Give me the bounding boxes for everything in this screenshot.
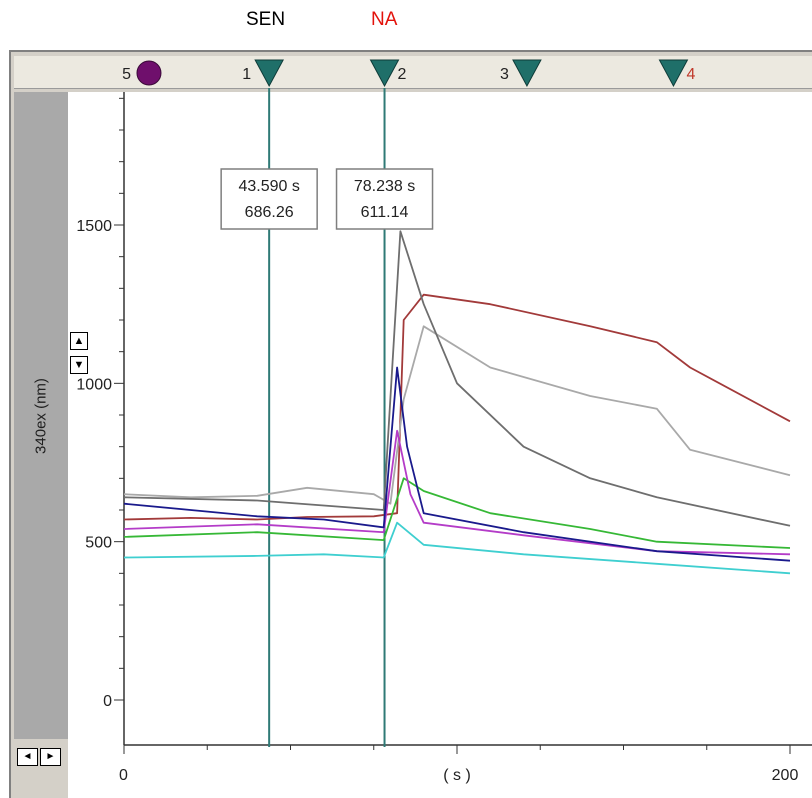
scroll-right-button[interactable]: ► [40, 748, 61, 766]
readout-time: 78.238 s [354, 178, 415, 195]
x-tick-label: 0 [119, 767, 128, 784]
marker-label-5: 5 [122, 66, 131, 83]
marker-triangle-1[interactable] [254, 59, 284, 88]
marker-label-2: 2 [398, 66, 407, 83]
marker-label-1: 1 [242, 66, 251, 83]
marker-label-3: 3 [500, 66, 509, 83]
readout-value: 611.14 [361, 204, 409, 221]
scroll-buttons: ◄ ► [17, 748, 61, 766]
readout-frame [220, 168, 318, 230]
series-line-1 [123, 293, 791, 521]
y-scale-down-button[interactable]: ▼ [70, 356, 88, 374]
marker-label-4: 4 [686, 66, 695, 83]
plot-area[interactable] [68, 92, 812, 798]
series-line-2 [123, 325, 791, 505]
y-tick-label: 0 [103, 693, 112, 710]
y-axis-panel [14, 92, 68, 739]
scroll-left-button[interactable]: ◄ [17, 748, 38, 766]
series-line-5 [123, 429, 791, 556]
annotation-sen: SEN [246, 9, 286, 30]
y-scale-up-button[interactable]: ▲ [70, 332, 88, 350]
y-tick-label: 500 [85, 535, 112, 552]
x-axis-label: ( s ) [443, 767, 471, 784]
marker-triangle-3[interactable] [512, 59, 542, 88]
marker-triangle-4[interactable] [658, 59, 689, 88]
cursor-readout-1: 43.590 s 686.26 [220, 168, 318, 230]
series-line-7 [123, 521, 791, 575]
marker-triangle-2[interactable] [369, 59, 400, 88]
y-tick-label: 1500 [76, 218, 112, 235]
series-line-6 [123, 366, 791, 562]
y-tick-label: 1000 [76, 376, 112, 393]
readout-frame [335, 168, 434, 230]
readout-value: 686.26 [245, 204, 294, 221]
marker-circle-5[interactable] [136, 60, 162, 86]
series-line-4 [123, 477, 791, 549]
x-tick-label: 200 [772, 767, 799, 784]
series-line-3 [123, 230, 791, 527]
annotation-na: NA [371, 9, 398, 30]
cursor-readout-2: 78.238 s 611.14 [335, 168, 434, 230]
readout-time: 43.590 s [238, 178, 299, 195]
